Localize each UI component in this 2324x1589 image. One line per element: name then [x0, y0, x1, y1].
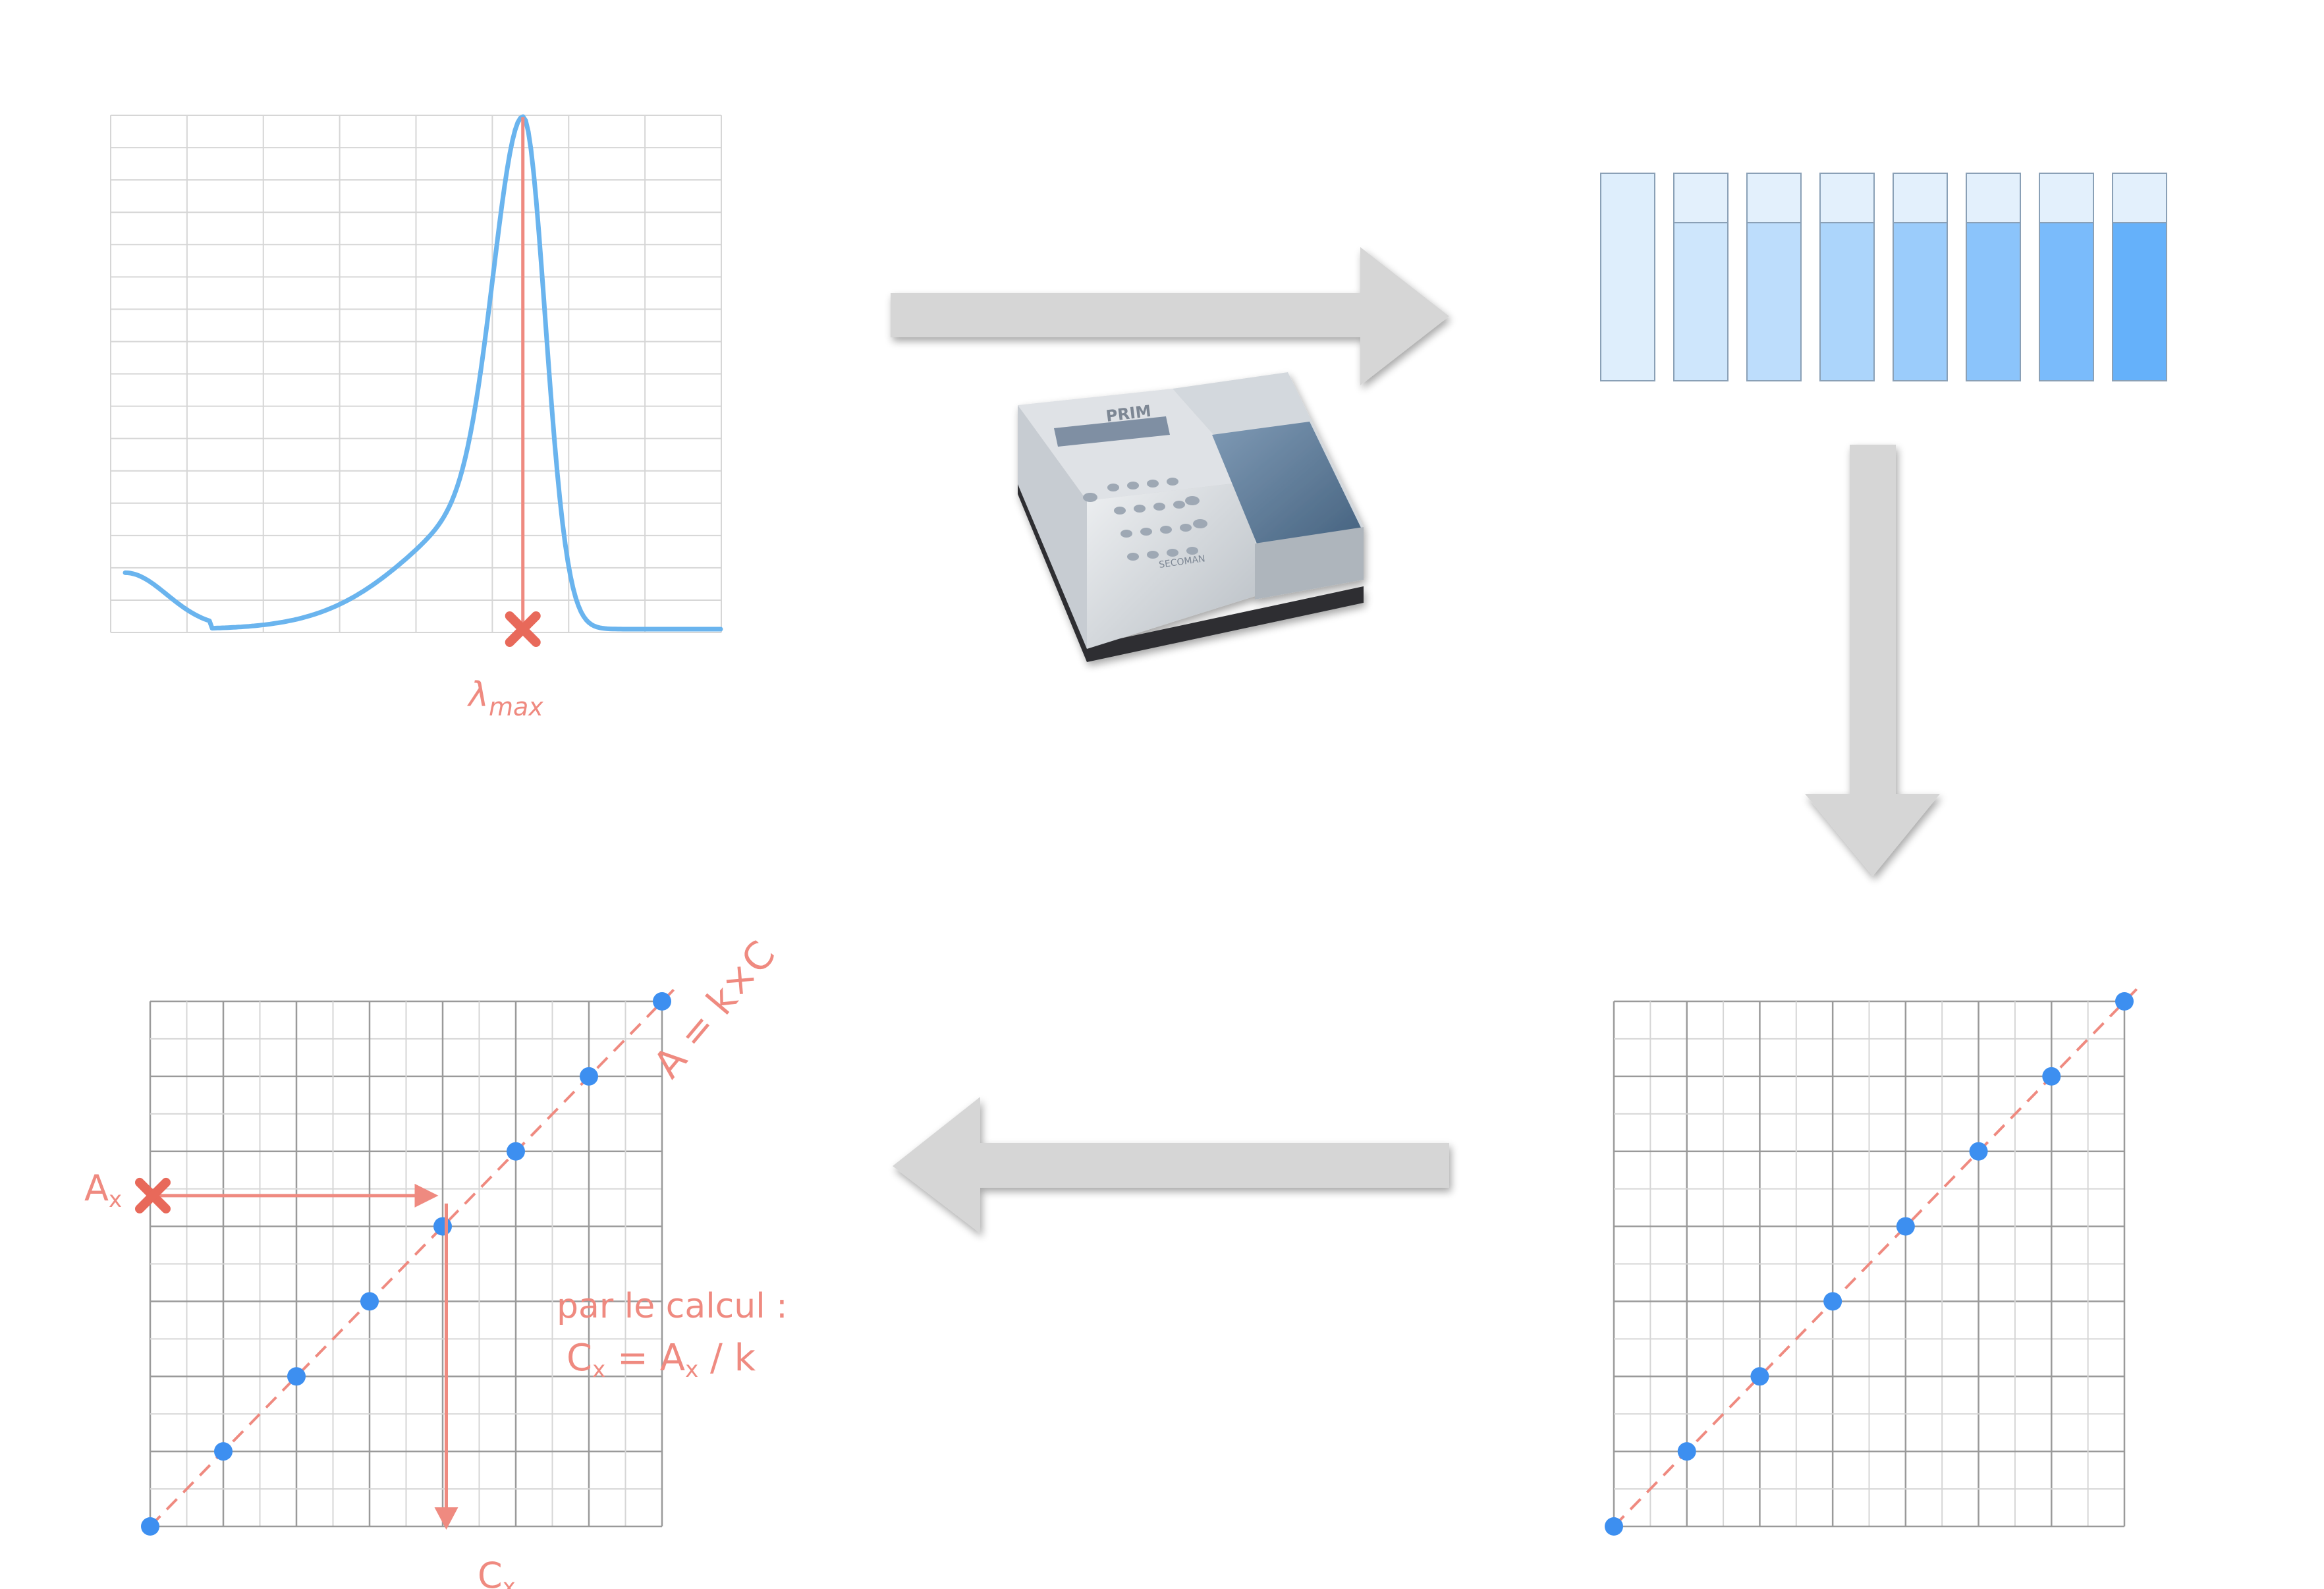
- cuvette: [1819, 173, 1875, 381]
- keypad-button: [1083, 493, 1097, 502]
- keypad-button: [1167, 549, 1178, 557]
- cuvette: [1893, 173, 1948, 381]
- arrow-right-icon: [891, 247, 1449, 385]
- arrow-left-icon: [893, 1097, 1449, 1233]
- data-point: [1605, 1517, 1623, 1536]
- data-point: [1896, 1217, 1915, 1236]
- calc-line-1: par le calcul :: [557, 1287, 788, 1326]
- keypad-button: [1167, 478, 1178, 486]
- arrowhead: [434, 1507, 458, 1530]
- keypad-button: [1127, 553, 1139, 561]
- cuvette: [1600, 173, 1655, 381]
- data-point: [1750, 1367, 1769, 1386]
- data-point: [653, 992, 671, 1011]
- keypad-button: [1186, 547, 1198, 555]
- keypad-button: [1147, 480, 1159, 488]
- cross-icon: [135, 1177, 171, 1213]
- keypad-button: [1114, 507, 1126, 515]
- lambda-max-label: λmax: [466, 675, 543, 721]
- data-point: [507, 1142, 525, 1161]
- absorption-spectrum-panel: λmax: [110, 114, 723, 721]
- analysis-points: [141, 992, 671, 1536]
- cuvette: [1966, 173, 2021, 381]
- keypad-button: [1120, 530, 1132, 538]
- calibration-points: [1605, 992, 2134, 1536]
- spectrum-curve: [123, 114, 723, 632]
- cuvette: [1746, 173, 1802, 381]
- reading-arrows: [153, 1183, 458, 1530]
- data-point: [360, 1292, 379, 1311]
- arrowhead: [414, 1183, 439, 1208]
- cuvette: [2039, 173, 2094, 381]
- spectrum-grid: [110, 115, 722, 633]
- keypad-button: [1153, 503, 1165, 511]
- keypad-button: [1140, 528, 1152, 536]
- keypad-button: [1147, 551, 1159, 559]
- data-point: [1823, 1292, 1842, 1311]
- cross-icon: [505, 611, 541, 647]
- cuvette: [1673, 173, 1729, 381]
- keypad-button: [1180, 524, 1192, 532]
- spectrophotometer-icon: PRIM SECOMAN: [1018, 372, 1364, 662]
- data-point: [214, 1442, 233, 1461]
- calc-line-2: Cx = Ax / k: [567, 1337, 756, 1383]
- data-point: [141, 1517, 159, 1536]
- cx-label: Cx: [478, 1555, 516, 1589]
- arrow-down-icon: [1805, 445, 1940, 876]
- analysis-plot-panel: A = k×C Ax Cx par le calcul : Cx = Ax / …: [84, 932, 788, 1589]
- keypad-button: [1193, 519, 1207, 528]
- data-point: [433, 1217, 452, 1236]
- keypad-button: [1185, 496, 1200, 505]
- keypad-button: [1127, 482, 1139, 489]
- calibration-plot-panel: [1605, 987, 2139, 1536]
- data-point: [1677, 1442, 1696, 1461]
- data-point: [2042, 1067, 2061, 1086]
- calibration-grid: [1613, 1000, 2126, 1528]
- data-point: [287, 1367, 306, 1386]
- keypad-button: [1160, 526, 1172, 534]
- data-point: [580, 1067, 598, 1086]
- ax-label: Ax: [84, 1167, 122, 1213]
- cuvette: [2112, 173, 2167, 381]
- data-point: [1969, 1142, 1988, 1161]
- keypad-button: [1107, 484, 1119, 491]
- keypad-button: [1173, 501, 1185, 509]
- keypad: [1083, 478, 1207, 561]
- data-point: [2115, 992, 2134, 1011]
- standard-solutions-cuvettes: [1600, 173, 2167, 381]
- keypad-button: [1134, 505, 1146, 513]
